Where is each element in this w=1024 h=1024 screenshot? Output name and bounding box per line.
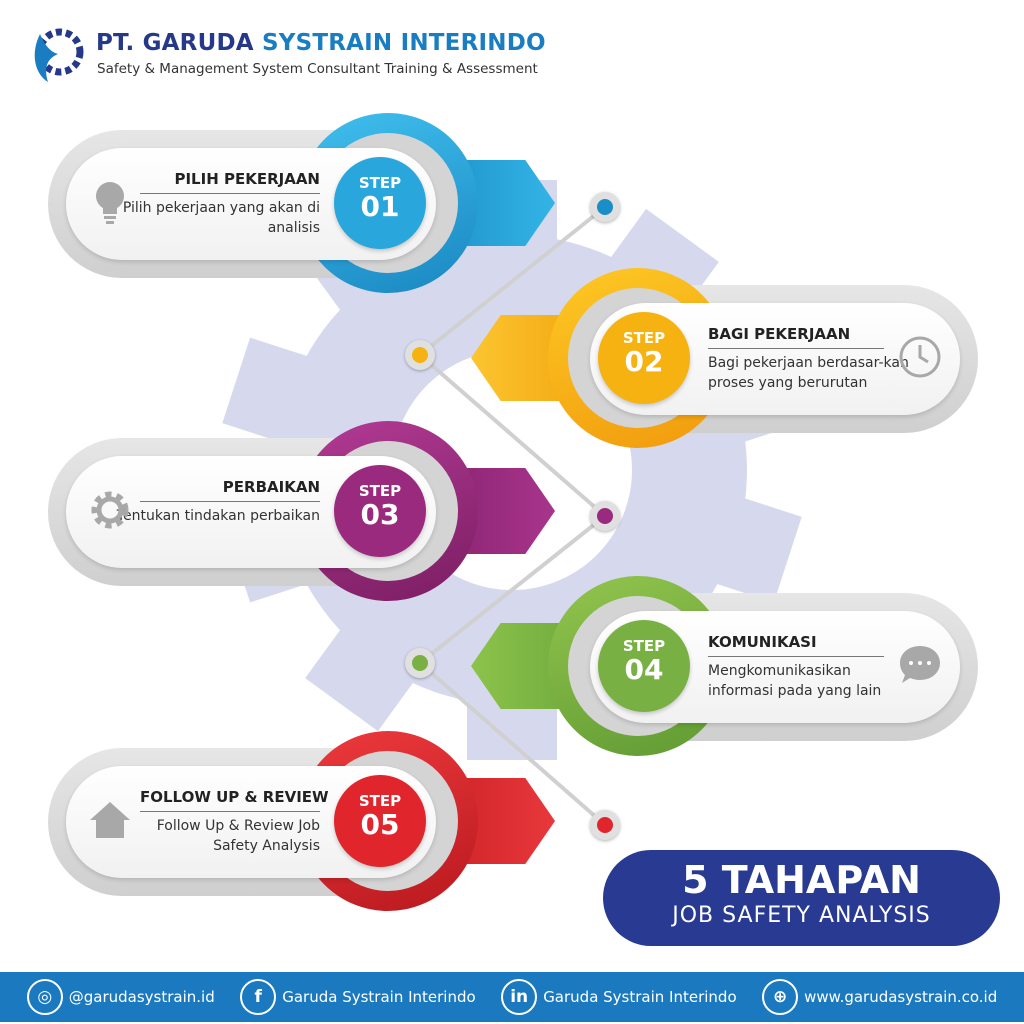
footer-linkedin[interactable]: in Garuda Systrain Interindo: [501, 979, 737, 1015]
connector-dot-5: [590, 810, 620, 840]
step-5: STEP 05 FOLLOW UP & REVIEW Follow Up & Re…: [0, 731, 1024, 911]
step-title: FOLLOW UP & REVIEW: [140, 788, 329, 812]
step-3: STEP 03 PERBAIKAN Tentukan tindakan perba…: [0, 421, 1024, 601]
chat-bubble-icon: [900, 646, 940, 683]
connector-dot-4: [405, 648, 435, 678]
step-title: PERBAIKAN: [140, 478, 320, 502]
step-badge: STEP 02: [598, 312, 690, 404]
footer-bar: ◎ @garudasystrain.id f Garuda Systrain Int…: [0, 972, 1024, 1022]
step-description: Bagi pekerjaan berdasar-kan proses yang …: [708, 355, 909, 391]
company-name: PT. GARUDA SYSTRAIN INTERINDO: [96, 30, 546, 56]
instagram-icon: ◎: [26, 979, 63, 1015]
house-icon: [90, 802, 130, 838]
clock-icon: [899, 336, 941, 378]
step-title: BAGI PEKERJAAN: [708, 325, 884, 349]
step-badge: STEP 05: [334, 775, 426, 867]
gear-icon: [91, 491, 129, 529]
gear-tooth: [305, 613, 425, 732]
footer-instagram[interactable]: ◎ @garudasystrain.id: [26, 979, 215, 1015]
badge-title: 5 TAHAPAN: [682, 858, 921, 902]
step-4: STEP 04 KOMUNIKASI Mengkomunikasikan info…: [0, 576, 1024, 756]
connector-dot-3: [590, 501, 620, 531]
company-logo: [34, 28, 84, 82]
brand-part1: PT. GARUDA: [96, 30, 254, 56]
step-description: Mengkomunikasikan informasi pada yang la…: [708, 663, 882, 699]
step-badge: STEP 03: [334, 465, 426, 557]
connector-dot-1: [590, 192, 620, 222]
globe-icon: ⊕: [762, 979, 799, 1015]
title-badge: 5 TAHAPAN JOB SAFETY ANALYSIS: [603, 850, 1000, 946]
footer-facebook[interactable]: f Garuda Systrain Interindo: [240, 979, 476, 1015]
facebook-icon: f: [240, 979, 277, 1015]
step-title: PILIH PEKERJAAN: [140, 170, 320, 194]
lightbulb-icon: [96, 182, 124, 224]
linkedin-icon: in: [501, 979, 538, 1015]
step-description: Tentukan tindakan perbaikan: [116, 508, 320, 524]
brand-part2: SYSTRAIN INTERINDO: [261, 30, 546, 56]
footer-website[interactable]: ⊕ www.garudasystrain.co.id: [762, 979, 997, 1015]
badge-subtitle: JOB SAFETY ANALYSIS: [672, 903, 931, 928]
step-1: STEP 01 PILIH PEKERJAAN Pilih pekerjaan y…: [0, 113, 1024, 293]
step-badge: STEP 04: [598, 620, 690, 712]
step-description: Follow Up & Review Job Safety Analysis: [156, 818, 320, 854]
connector-dot-2: [405, 340, 435, 370]
tagline: Safety & Management System Consultant Tr…: [97, 61, 538, 77]
step-title: KOMUNIKASI: [708, 633, 884, 657]
step-description: Pilih pekerjaan yang akan di analisis: [122, 200, 320, 236]
step-2: STEP 02 BAGI PEKERJAAN Bagi pekerjaan ber…: [0, 268, 1024, 448]
step-badge: STEP 01: [334, 157, 426, 249]
